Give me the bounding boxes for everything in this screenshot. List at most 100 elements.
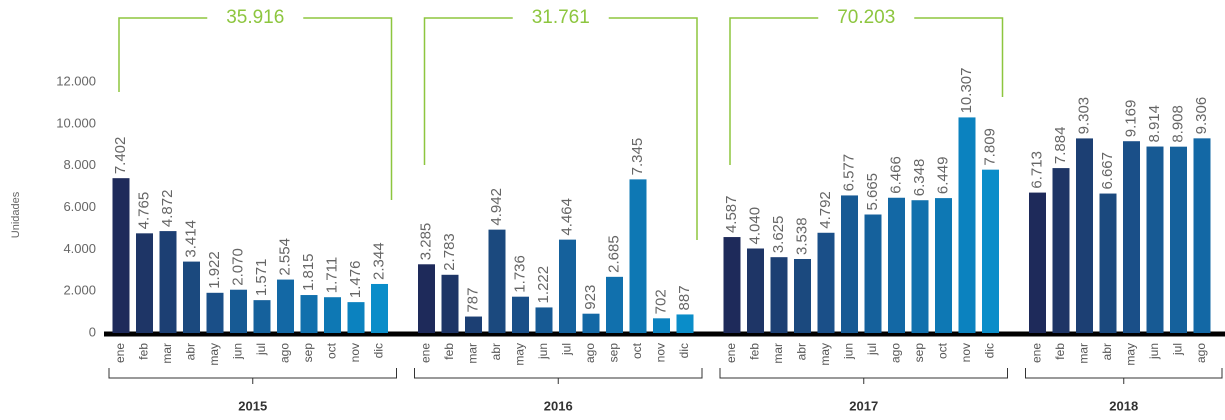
x-tick-label: abr — [795, 343, 809, 360]
bar — [418, 264, 435, 333]
bar — [1099, 193, 1117, 333]
bar — [230, 289, 247, 333]
value-label: 7.809 — [981, 128, 998, 166]
y-tick-label: 2.000 — [63, 283, 96, 298]
value-label: 2.783 — [441, 233, 458, 271]
x-tick-label: feb — [748, 343, 762, 360]
bar — [841, 195, 858, 333]
bar — [183, 261, 200, 333]
x-tick-label: jul — [560, 343, 574, 356]
value-label: 9.303 — [1075, 97, 1092, 135]
value-label: 3.285 — [417, 223, 434, 261]
value-label: 1.736 — [511, 255, 528, 293]
total-label: 31.761 — [532, 7, 590, 28]
value-label: 4.872 — [159, 190, 176, 228]
x-tick-label: nov — [348, 343, 362, 362]
x-tick-label: jul — [254, 343, 268, 356]
value-label: 1.476 — [347, 261, 364, 299]
bar — [465, 316, 482, 333]
bar — [935, 198, 952, 333]
value-label: 3.625 — [770, 216, 787, 254]
bar — [770, 257, 788, 333]
x-tick-label: jun — [842, 343, 856, 360]
bar — [347, 302, 365, 333]
x-tick-label: feb — [137, 343, 151, 360]
x-tick-label: mar — [1077, 343, 1091, 364]
x-tick-label: sep — [912, 343, 926, 363]
value-label: 6.466 — [887, 156, 904, 194]
x-tick-label: abr — [1100, 343, 1114, 360]
value-label: 1.922 — [206, 251, 223, 289]
x-tick-label: may — [513, 343, 527, 366]
value-label: 6.348 — [911, 159, 928, 197]
x-tick-label: oct — [630, 342, 644, 359]
value-label: 6.667 — [1099, 152, 1116, 190]
value-label: 8.914 — [1146, 105, 1163, 143]
bar — [1193, 138, 1211, 333]
value-label: 3.414 — [182, 220, 199, 258]
total-bracket — [118, 17, 393, 200]
x-tick-label: mar — [466, 343, 480, 364]
y-tick-label: 4.000 — [63, 241, 96, 256]
value-label: 3.538 — [793, 217, 810, 255]
x-tick-label: abr — [489, 343, 503, 360]
value-label: 4.464 — [558, 198, 575, 236]
x-tick-label: feb — [442, 343, 456, 360]
bar — [1170, 146, 1187, 333]
bar — [253, 300, 271, 333]
x-tick-label: nov — [654, 343, 668, 362]
bar — [371, 283, 388, 333]
value-label: 2.685 — [605, 235, 622, 273]
total-label: 35.916 — [226, 7, 284, 28]
value-label: 9.169 — [1122, 100, 1139, 138]
year-bracket — [108, 368, 397, 384]
bar — [159, 231, 177, 333]
x-tick-label: jun — [231, 343, 245, 360]
x-tick-label: may — [1124, 343, 1138, 366]
bar — [817, 232, 835, 333]
x-tick-label: ago — [583, 343, 597, 363]
value-label: 887 — [676, 285, 693, 310]
year-label: 2017 — [849, 398, 878, 413]
x-tick-label: abr — [184, 343, 198, 360]
value-label: 1.815 — [300, 253, 317, 291]
value-label: 6.577 — [840, 154, 857, 192]
value-label: 6.713 — [1028, 151, 1045, 189]
bar — [606, 276, 623, 333]
bar — [653, 318, 670, 333]
bar — [582, 313, 600, 333]
x-tick-label: ago — [1194, 343, 1208, 363]
bar — [559, 239, 576, 333]
bar — [864, 214, 882, 333]
value-label: 923 — [582, 285, 599, 310]
x-tick-label: oct — [936, 342, 950, 359]
bar — [911, 200, 929, 333]
value-label: 4.587 — [723, 196, 740, 234]
y-tick-label: 0 — [89, 324, 96, 339]
value-label: 4.765 — [135, 192, 152, 230]
year-bracket — [414, 368, 703, 384]
year-label: 2015 — [238, 398, 267, 413]
bar — [512, 296, 529, 333]
bar — [1052, 168, 1070, 333]
bar — [676, 314, 694, 333]
x-tick-label: feb — [1053, 343, 1067, 360]
x-tick-label: dic — [983, 343, 997, 358]
bar — [723, 237, 741, 333]
bar — [982, 169, 999, 333]
year-bracket — [1025, 368, 1223, 384]
bar — [1123, 141, 1140, 333]
value-label: 10.307 — [958, 68, 975, 114]
bar — [324, 297, 341, 333]
value-label: 787 — [464, 288, 481, 313]
bar — [629, 179, 647, 333]
x-tick-label: dic — [677, 343, 691, 358]
bar — [112, 178, 130, 333]
bar — [1146, 146, 1164, 333]
value-label: 4.792 — [817, 191, 834, 229]
y-tick-label: 8.000 — [63, 157, 96, 172]
value-label: 6.449 — [934, 157, 951, 195]
bar — [1076, 138, 1093, 333]
x-tick-label: nov — [959, 343, 973, 362]
